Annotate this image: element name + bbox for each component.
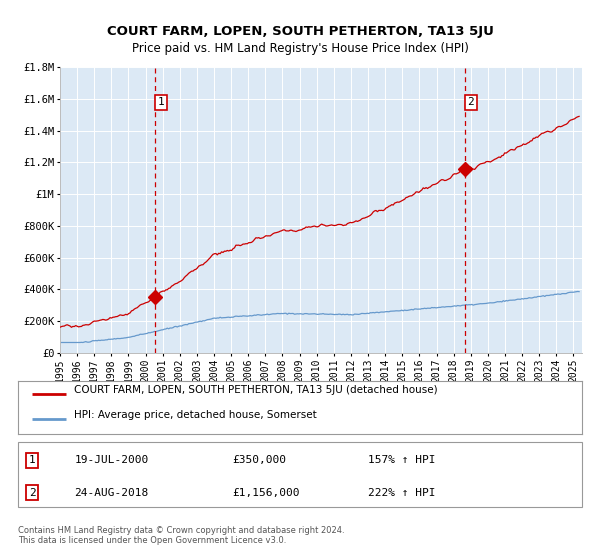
Text: HPI: Average price, detached house, Somerset: HPI: Average price, detached house, Some…	[74, 410, 317, 420]
Text: 222% ↑ HPI: 222% ↑ HPI	[368, 488, 435, 498]
Text: 2: 2	[29, 488, 35, 498]
Text: This data is licensed under the Open Government Licence v3.0.: This data is licensed under the Open Gov…	[18, 536, 286, 545]
Text: £1,156,000: £1,156,000	[232, 488, 300, 498]
Text: 1: 1	[157, 97, 164, 108]
Text: 19-JUL-2000: 19-JUL-2000	[74, 455, 149, 465]
Text: £350,000: £350,000	[232, 455, 286, 465]
Text: Contains HM Land Registry data © Crown copyright and database right 2024.: Contains HM Land Registry data © Crown c…	[18, 526, 344, 535]
Text: 2: 2	[467, 97, 474, 108]
Text: 1: 1	[29, 455, 35, 465]
Text: 157% ↑ HPI: 157% ↑ HPI	[368, 455, 435, 465]
Text: COURT FARM, LOPEN, SOUTH PETHERTON, TA13 5JU: COURT FARM, LOPEN, SOUTH PETHERTON, TA13…	[107, 25, 493, 38]
Text: 24-AUG-2018: 24-AUG-2018	[74, 488, 149, 498]
Text: COURT FARM, LOPEN, SOUTH PETHERTON, TA13 5JU (detached house): COURT FARM, LOPEN, SOUTH PETHERTON, TA13…	[74, 385, 438, 395]
Text: Price paid vs. HM Land Registry's House Price Index (HPI): Price paid vs. HM Land Registry's House …	[131, 42, 469, 55]
